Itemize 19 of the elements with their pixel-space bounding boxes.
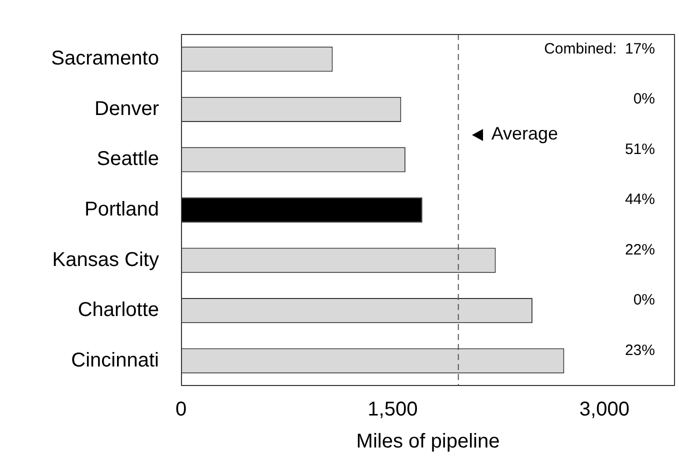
- annotation: 23%: [624, 342, 655, 359]
- annotation: 22%: [624, 241, 655, 258]
- x-axis-title: Miles of pipeline: [356, 430, 500, 453]
- annotation: 0%: [633, 292, 655, 309]
- x-tick-label: 1,500: [368, 398, 418, 421]
- y-tick-label: Portland: [84, 198, 159, 221]
- ref-line-label: Average: [491, 124, 558, 144]
- y-tick-label: Denver: [94, 98, 160, 120]
- annotation: 44%: [624, 191, 655, 208]
- annotation: 51%: [624, 140, 655, 158]
- x-tick-label: 0: [175, 398, 187, 421]
- y-tick-label: Sacramento: [51, 48, 159, 70]
- annotation: Combined: 17%: [544, 40, 655, 58]
- x-tick-label: 3,000: [579, 398, 630, 421]
- y-tick-label: Kansas City: [52, 248, 159, 271]
- y-tick-label: Charlotte: [78, 299, 159, 322]
- annotation: 0%: [633, 90, 655, 108]
- y-tick-label: Cincinnati: [71, 349, 159, 372]
- y-tick-label: Seattle: [96, 148, 159, 170]
